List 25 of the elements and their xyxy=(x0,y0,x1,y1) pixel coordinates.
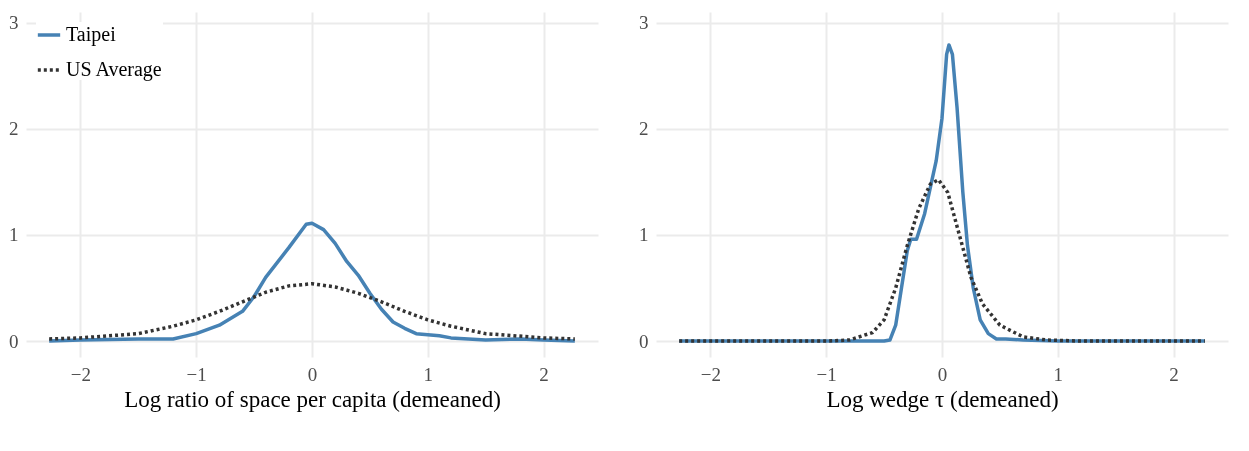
y-tick-label: 1 xyxy=(9,224,19,246)
legend-label: Taipei xyxy=(66,23,117,46)
x-tick-label: 0 xyxy=(307,363,318,385)
y-tick-label: 3 xyxy=(9,12,19,34)
y-tick-label: 0 xyxy=(9,330,19,352)
line-series xyxy=(677,177,1207,343)
x-tick-label: 0 xyxy=(937,363,948,385)
line-series xyxy=(47,282,577,341)
x-axis-title: Log ratio of space per capita (demeaned) xyxy=(124,386,501,412)
x-axis-title: Log wedge τ (demeaned) xyxy=(826,386,1059,412)
x-tick-label: 1 xyxy=(1053,363,1064,385)
x-tick-label: −1 xyxy=(186,363,207,385)
x-tick-label: −1 xyxy=(816,363,837,385)
x-tick-label: 2 xyxy=(1169,363,1179,385)
x-tick-label: 2 xyxy=(539,363,549,385)
legend-label: US Average xyxy=(66,58,162,81)
x-tick-label: −2 xyxy=(70,363,92,385)
y-tick-label: 0 xyxy=(639,330,649,352)
x-tick-label: −2 xyxy=(700,363,722,385)
y-tick-label: 2 xyxy=(639,118,649,140)
y-tick-label: 2 xyxy=(9,118,19,140)
x-tick-label: 1 xyxy=(423,363,434,385)
line-series xyxy=(47,221,577,343)
y-tick-label: 3 xyxy=(639,12,649,34)
y-tick-label: 1 xyxy=(639,224,649,246)
